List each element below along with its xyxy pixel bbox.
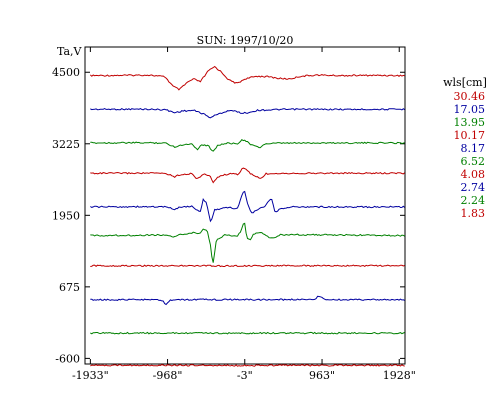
legend-title: wls[cm] [443, 76, 487, 89]
x-tick-label: -1933" [72, 369, 109, 382]
plot-frame [84, 46, 406, 365]
legend-entry: 8.17 [461, 142, 486, 155]
legend-entry: 17.05 [454, 103, 486, 116]
series-line [90, 331, 405, 335]
legend-entry: 2.24 [461, 194, 486, 207]
y-tick-label: 4500 [52, 66, 80, 79]
series-layer [89, 65, 406, 367]
series-line [90, 107, 405, 119]
y-tick-label: 675 [59, 281, 80, 294]
y-tick-label: -600 [55, 352, 80, 365]
series-line [90, 295, 405, 306]
y-tick-label: 1950 [52, 209, 80, 222]
x-tick-label: -3" [237, 369, 253, 382]
legend-entry: 4.08 [461, 168, 486, 181]
legend-entry: 1.83 [461, 207, 486, 220]
legend-entry: 30.46 [454, 90, 486, 103]
series-line [90, 264, 405, 268]
legend-entry: 6.52 [461, 155, 486, 168]
series-line [89, 65, 405, 91]
series-line [90, 190, 406, 223]
x-tick-label: -968" [153, 369, 183, 382]
legend-entry: 13.95 [454, 116, 486, 129]
series-line [90, 364, 405, 367]
x-tick-label: 1928" [383, 369, 416, 382]
axis-ticks: -600 675 1950 3225 4500 -1933" -968" -3" 963" 192… [52, 47, 416, 382]
series-line [90, 222, 405, 263]
y-tick-label: 3225 [52, 138, 80, 151]
series-line [90, 139, 405, 152]
x-tick-label: 963" [309, 369, 335, 382]
chart-title: SUN: 1997/10/20 [197, 34, 294, 47]
y-axis-label: Ta,V [57, 45, 83, 58]
legend-entry: 2.74 [461, 181, 486, 194]
legend: 30.4617.0513.9510.178.176.524.082.742.24… [454, 90, 486, 220]
legend-entry: 10.17 [454, 129, 486, 142]
series-line [90, 167, 406, 184]
